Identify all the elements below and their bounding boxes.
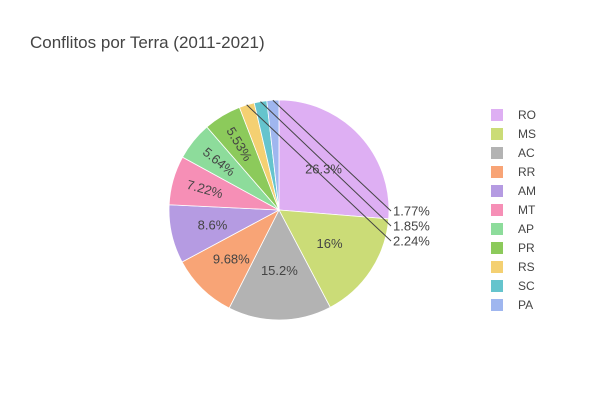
pie-slice-ro[interactable] bbox=[278, 99, 390, 220]
legend-item-ms[interactable]: MS bbox=[491, 127, 536, 141]
legend-label-sc: SC bbox=[518, 279, 535, 293]
legend-swatch-mt bbox=[491, 204, 503, 216]
pie-slice-ac[interactable] bbox=[228, 209, 331, 321]
legend-swatch-ro bbox=[491, 109, 503, 121]
slice-label-ro: 26.3% bbox=[305, 162, 342, 177]
legend-item-sc[interactable]: SC bbox=[491, 279, 535, 293]
legend-label-ap: AP bbox=[518, 222, 534, 236]
slice-label-am: 8.6% bbox=[198, 218, 228, 233]
legend-item-ro[interactable]: RO bbox=[491, 108, 536, 122]
legend-label-am: AM bbox=[518, 184, 536, 198]
leader-line-sc bbox=[260, 101, 392, 227]
slice-label-rs: 2.24% bbox=[393, 234, 430, 249]
slice-label-pa: 1.77% bbox=[393, 204, 430, 219]
legend-label-pr: PR bbox=[518, 241, 535, 255]
pie-slice-pa[interactable] bbox=[266, 99, 280, 211]
legend-item-ap[interactable]: AP bbox=[491, 222, 534, 236]
chart-title: Conflitos por Terra (2011-2021) bbox=[30, 33, 265, 52]
legend[interactable]: RO MS AC RR AM MT AP PR RS SC PA bbox=[491, 108, 536, 312]
legend-label-ac: AC bbox=[518, 146, 535, 160]
slice-label-ms: 16% bbox=[316, 236, 342, 251]
legend-swatch-pr bbox=[491, 242, 503, 254]
legend-label-ms: MS bbox=[518, 127, 536, 141]
leader-line-rs bbox=[246, 104, 392, 242]
legend-swatch-ac bbox=[491, 147, 503, 159]
legend-item-pa[interactable]: PA bbox=[491, 298, 533, 312]
legend-item-rr[interactable]: RR bbox=[491, 165, 536, 179]
legend-label-rr: RR bbox=[518, 165, 536, 179]
leader-line-pa bbox=[272, 99, 392, 212]
legend-item-am[interactable]: AM bbox=[491, 184, 536, 198]
legend-swatch-pa bbox=[491, 299, 503, 311]
legend-label-mt: MT bbox=[518, 203, 536, 217]
pie-slice-ms[interactable] bbox=[278, 209, 390, 308]
legend-swatch-ap bbox=[491, 223, 503, 235]
legend-swatch-sc bbox=[491, 280, 503, 292]
legend-item-ac[interactable]: AC bbox=[491, 146, 535, 160]
legend-item-pr[interactable]: PR bbox=[491, 241, 535, 255]
legend-swatch-rs bbox=[491, 261, 503, 273]
slice-label-sc: 1.85% bbox=[393, 219, 430, 234]
legend-item-rs[interactable]: RS bbox=[491, 260, 535, 274]
legend-swatch-ms bbox=[491, 128, 503, 140]
slice-label-rr: 9.68% bbox=[213, 251, 250, 266]
legend-label-pa: PA bbox=[518, 298, 533, 312]
legend-swatch-rr bbox=[491, 166, 503, 178]
pie-slices bbox=[168, 99, 390, 321]
legend-item-mt[interactable]: MT bbox=[491, 203, 536, 217]
legend-label-rs: RS bbox=[518, 260, 535, 274]
legend-swatch-am bbox=[491, 185, 503, 197]
legend-label-ro: RO bbox=[518, 108, 536, 122]
slice-label-ac: 15.2% bbox=[261, 263, 298, 278]
